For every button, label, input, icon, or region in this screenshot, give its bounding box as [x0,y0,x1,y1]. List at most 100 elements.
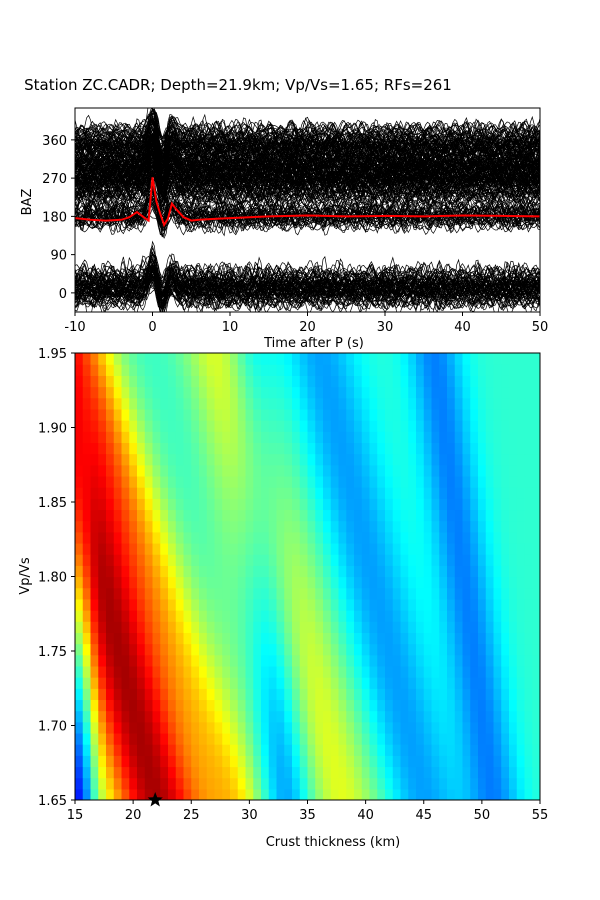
heatmap-cell [144,386,154,399]
heatmap-cell [292,397,301,410]
heatmap-cell [431,598,440,611]
heatmap-cell [439,744,448,756]
heatmap-cell [361,509,371,522]
heatmap-cell [509,386,518,399]
heatmap-cell [98,643,107,656]
heatmap-cell [284,788,293,800]
heatmap-cell [160,766,169,779]
heatmap-cell [230,610,239,622]
heatmap-cell [106,386,115,399]
heatmap-cell [516,364,526,376]
heatmap-cell [191,721,200,734]
heatmap-cell [183,442,192,455]
heatmap-cell [361,621,371,633]
heatmap-cell [485,654,495,667]
heatmap-cell [261,420,270,432]
heatmap-cell [478,710,487,723]
heatmap-cell [361,699,371,712]
heatmap-cell [299,431,309,443]
heatmap-cell [214,621,223,633]
heatmap-cell [121,677,130,689]
heatmap-cell [532,721,540,734]
heatmap-cell [524,621,533,633]
heatmap-cell [245,420,254,432]
rf-trace [75,252,540,284]
heatmap-cell [129,732,138,745]
heatmap-cell [447,431,456,443]
heatmap-cell [501,397,510,410]
heatmap-cell [493,777,502,790]
heatmap-cell [361,565,371,578]
heatmap-cell [82,766,92,779]
heatmap-cell [183,766,192,779]
heatmap-cell [524,721,533,734]
heatmap-cell [75,475,84,488]
heatmap-cell [121,744,130,756]
heatmap-cell [454,732,464,745]
heatmap-cell [183,610,192,622]
heatmap-cell [82,576,92,589]
heatmap-cell [462,632,471,645]
heatmap-cell [129,677,138,689]
heatmap-cell [408,554,417,566]
heatmap-cell [152,364,161,376]
heatmap-cell [214,755,223,768]
heatmap-cell [299,464,309,477]
heatmap-cell [385,475,394,488]
heatmap-cell [230,777,239,790]
heatmap-cell [82,542,92,555]
heatmap-cell [516,677,526,689]
heatmap-cell [152,677,161,689]
heatmap-cell [292,665,301,678]
heatmap-cell [532,643,540,656]
heatmap-cell [346,464,355,477]
heatmap-cell [168,408,177,421]
heatmap-cell [191,576,200,589]
heatmap-cell [423,587,433,600]
heatmap-cell [168,598,177,611]
heatmap-cell [377,699,386,712]
heatmap-cell [245,721,254,734]
heatmap-cell [199,665,208,678]
heatmap-cell [284,643,293,656]
heatmap-cell [137,531,146,544]
heatmap-cell [299,531,309,544]
heatmap-cell [416,509,425,522]
heatmap-cell [485,766,495,779]
heatmap-cell [237,665,247,678]
heatmap-cell [315,598,324,611]
heatmap-cell [276,665,285,678]
heatmap-cell [485,665,495,678]
rf-trace [75,259,540,294]
heatmap-cell [346,654,355,667]
bottom-x-tick-label: 45 [415,808,432,823]
heatmap-cell [191,498,200,511]
heatmap-cell [245,688,254,701]
heatmap-cell [175,475,185,488]
heatmap-cell [369,632,378,645]
heatmap-cell [493,509,502,522]
heatmap-cell [230,688,239,701]
heatmap-cell [416,721,425,734]
heatmap-cell [230,431,239,443]
heatmap-cell [206,475,216,488]
heatmap-cell [222,408,231,421]
heatmap-cell [152,665,161,678]
heatmap-cell [315,509,324,522]
heatmap-cell [268,744,278,756]
heatmap-cell [191,531,200,544]
hk-stack-heatmap: 15 20 25 30 35 40 45 50 55 1.651.701.751.801.851… [38,347,548,823]
heatmap-cell [261,442,270,455]
heatmap-cell [268,408,278,421]
heatmap-cell [385,777,394,790]
heatmap-cell [330,788,340,800]
heatmap-cell [392,487,402,499]
heatmap-cell [144,732,154,745]
heatmap-cell [524,475,533,488]
heatmap-cell [385,598,394,611]
heatmap-cell [253,632,262,645]
heatmap-cell [299,408,309,421]
heatmap-cell [230,632,239,645]
heatmap-cell [214,475,223,488]
heatmap-cell [431,643,440,656]
